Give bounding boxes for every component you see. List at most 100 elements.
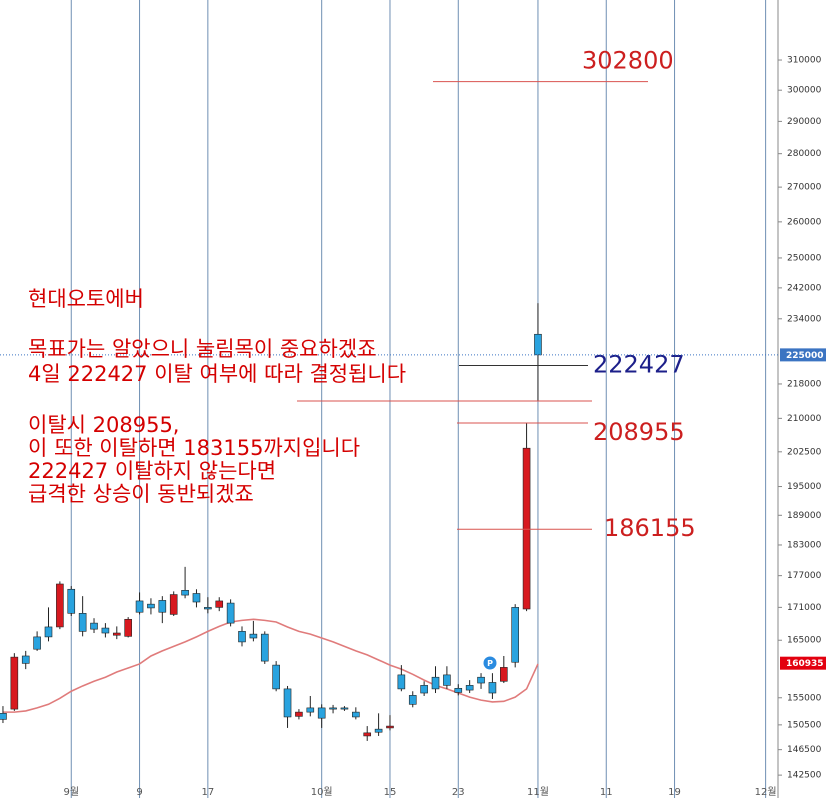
y-tick-label: 183000 xyxy=(787,540,822,550)
x-tick-label: 11월 xyxy=(527,786,549,798)
candle-body xyxy=(0,713,7,720)
y-tick-label: 300000 xyxy=(787,86,822,96)
candle-body xyxy=(204,607,212,610)
moving-average xyxy=(2,618,539,713)
candle-body xyxy=(33,636,41,650)
y-tick-label: 171000 xyxy=(787,603,822,613)
annotation-line: 목표가는 알았으니 눌림목이 중요하겠죠 xyxy=(28,337,376,361)
y-tick-label: 202500 xyxy=(787,447,822,457)
y-tick-label: 280000 xyxy=(787,149,822,159)
candle-body xyxy=(135,600,144,613)
y-tick-label: 250000 xyxy=(787,253,822,263)
candle-body xyxy=(272,664,280,690)
y-tick-label: 310000 xyxy=(787,56,822,66)
candle-body xyxy=(78,613,87,632)
y-tick-label: 155000 xyxy=(787,693,822,703)
y-tick-label: 270000 xyxy=(787,183,822,193)
price-tag-label: 160935 xyxy=(786,659,824,669)
candle-body xyxy=(522,447,531,610)
x-tick-label: 9월 xyxy=(63,786,79,798)
annotation-line: 222427 이탈하지 않는다면 xyxy=(28,459,276,483)
y-tick-label: 234000 xyxy=(787,314,822,324)
y-tick-label: 218000 xyxy=(787,379,822,389)
level-label: 302800 xyxy=(582,47,674,75)
candle-body xyxy=(511,607,519,663)
p-marker xyxy=(483,656,497,670)
x-tick-label: 15 xyxy=(384,787,397,798)
annotation-line: 이탈시 208955, xyxy=(28,413,179,437)
candle-body xyxy=(260,633,269,662)
candle-body xyxy=(363,732,372,737)
candle-body xyxy=(192,593,201,603)
price-tag xyxy=(780,656,826,670)
y-tick-label: 260000 xyxy=(787,217,822,227)
price-tag xyxy=(780,348,826,362)
candle-body xyxy=(181,590,189,596)
y-tick-label: 165000 xyxy=(787,636,822,646)
candle-body xyxy=(44,626,53,638)
candle-body xyxy=(169,594,178,615)
candle-body xyxy=(397,674,406,690)
candle-body xyxy=(10,656,19,710)
x-tick-label: 23 xyxy=(452,787,465,798)
x-tick-label: 11 xyxy=(600,787,613,798)
candle-body xyxy=(374,728,383,733)
candle-body xyxy=(67,588,76,614)
candle-body xyxy=(147,603,155,609)
candle-body xyxy=(249,633,258,639)
candle-body xyxy=(238,631,246,643)
y-tick-label: 242000 xyxy=(787,283,822,293)
y-tick-label: 195000 xyxy=(787,482,822,492)
candle-body xyxy=(226,602,235,624)
y-tick-label: 150500 xyxy=(787,720,822,730)
x-tick-label: 9 xyxy=(136,787,142,798)
candle-body xyxy=(431,676,440,690)
x-tick-label: 17 xyxy=(201,787,214,798)
candle-body xyxy=(215,600,224,608)
annotation-line: 이 또한 이탈하면 183155까지입니다 xyxy=(28,436,360,460)
price-tag-label: 225000 xyxy=(786,351,824,361)
annotation-line: 4일 222427 이탈 여부에 따라 결정됩니다 xyxy=(28,362,406,386)
candle-body xyxy=(158,600,167,613)
y-tick-label: 146500 xyxy=(787,745,822,755)
candle-body xyxy=(295,711,303,717)
candle-body xyxy=(112,632,121,636)
candle-body xyxy=(101,627,110,634)
candle-body xyxy=(534,333,542,356)
candle-body xyxy=(329,707,337,710)
p-marker-glyph: P xyxy=(487,659,493,668)
candle-body xyxy=(21,655,30,664)
candle-body xyxy=(408,695,417,705)
x-tick-label: 19 xyxy=(668,787,681,798)
y-tick-label: 210000 xyxy=(787,414,822,424)
y-tick-label: 290000 xyxy=(787,117,822,127)
candle-body xyxy=(317,707,326,719)
level-label: 208955 xyxy=(593,418,685,446)
candle-body xyxy=(465,685,474,691)
y-tick-label: 189000 xyxy=(787,511,822,521)
candle-body xyxy=(500,667,508,682)
candle-body xyxy=(443,674,451,686)
candle-body xyxy=(352,711,360,718)
x-tick-label: 10월 xyxy=(311,786,333,798)
candle-body xyxy=(306,707,315,713)
x-tick-label: 12월 xyxy=(755,786,777,798)
candle-body xyxy=(420,685,428,694)
y-tick-label: 142500 xyxy=(787,771,822,781)
y-tick-label: 177000 xyxy=(787,571,822,581)
candle-body xyxy=(283,688,292,718)
candle-body xyxy=(488,682,497,694)
candle-body xyxy=(477,676,485,684)
annotation-line: 급격한 상승이 동반되겠죠 xyxy=(28,482,254,506)
annotation-title: 현대오토에버 xyxy=(28,287,144,311)
candle-body xyxy=(124,618,132,637)
candle-body xyxy=(454,688,463,693)
candle-body xyxy=(386,725,394,729)
level-label: 186155 xyxy=(604,514,696,542)
candle-body xyxy=(56,583,64,628)
candle-body xyxy=(340,707,349,710)
candle-body xyxy=(90,622,98,630)
